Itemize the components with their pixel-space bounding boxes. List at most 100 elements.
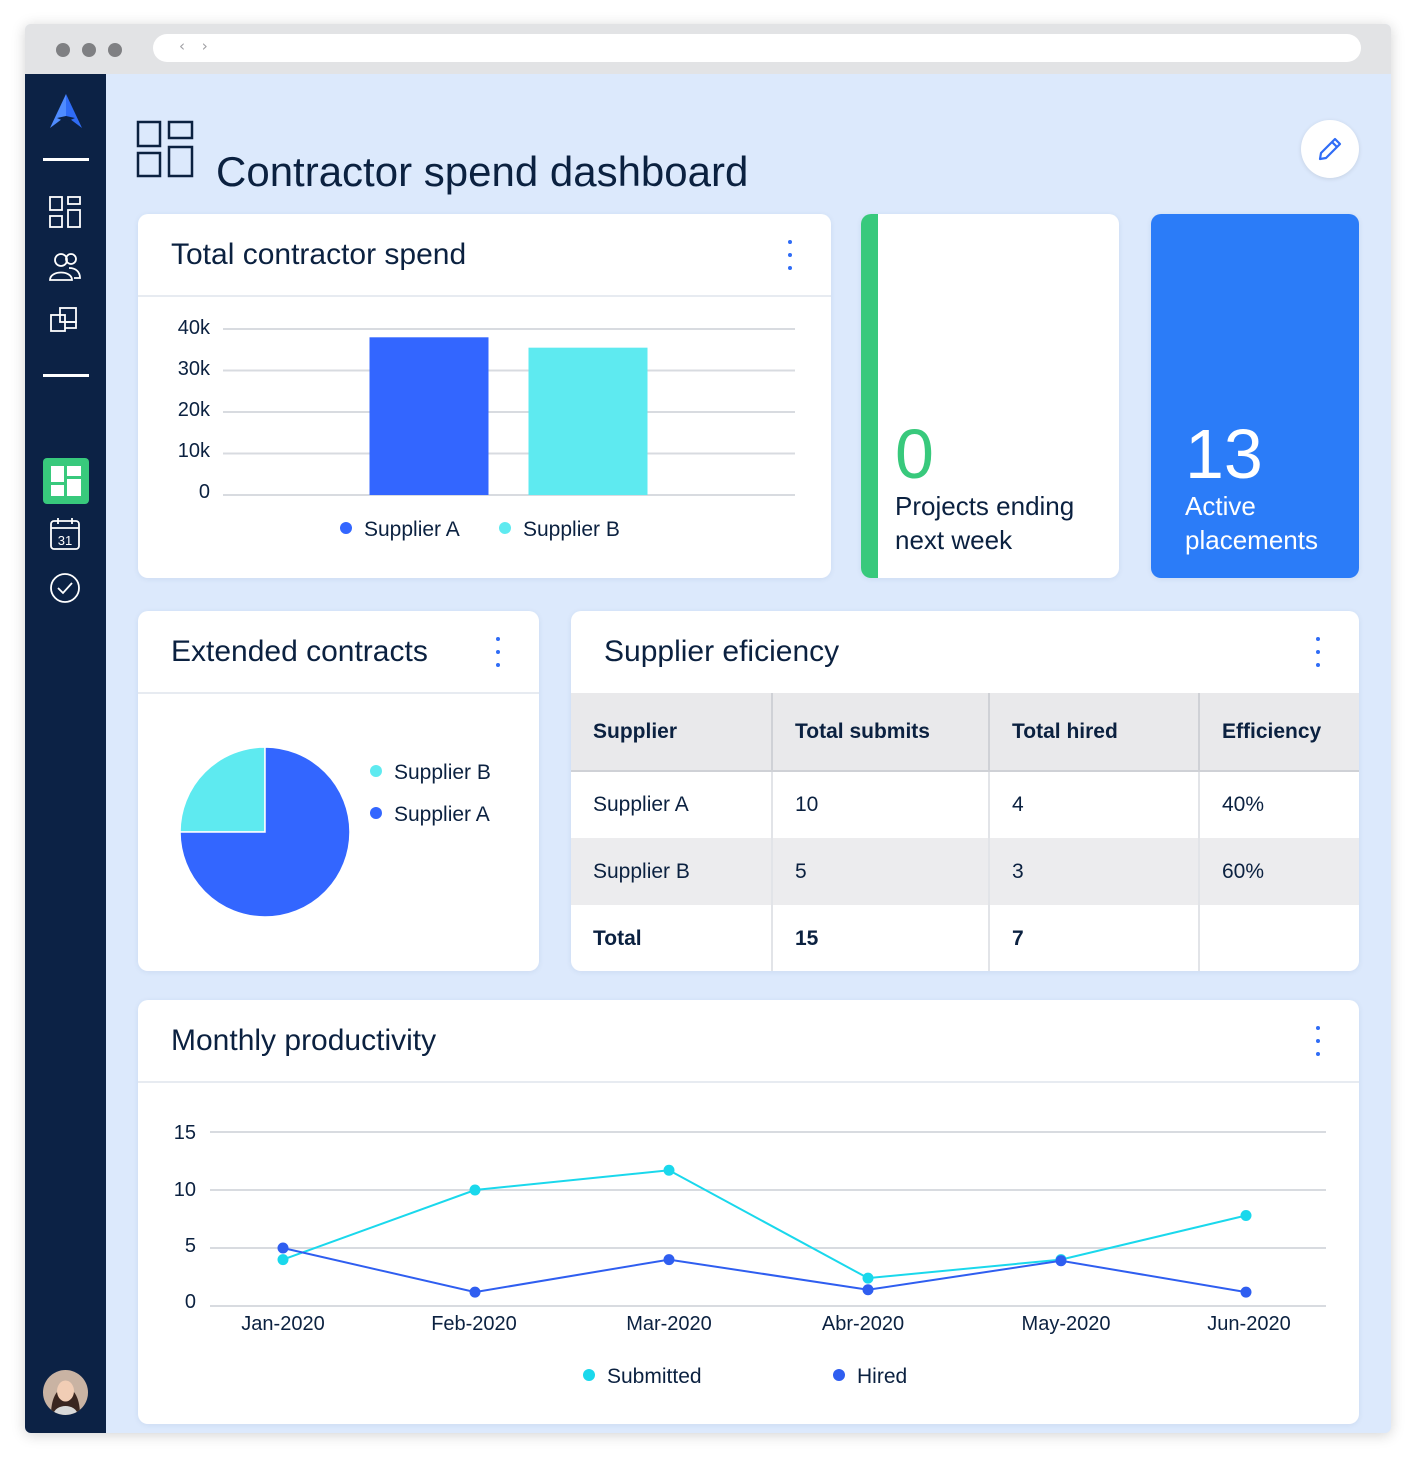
projects-ending-value: 0 [895,415,934,493]
projects-icon[interactable] [47,302,83,338]
dashboard-icon[interactable] [47,194,83,230]
x-tick-label: Jun-2020 [1207,1313,1291,1335]
extended-contracts-card: Extended contracts Supplier B Supplier A [138,611,539,971]
data-point-submitted [862,1272,874,1284]
column-header[interactable]: Efficiency [1199,693,1359,772]
data-point-hired [1055,1255,1067,1267]
legend-label: Supplier A [394,803,490,826]
dashboard-grid-glyph-icon [51,466,81,496]
legend-dot [499,522,511,535]
more-options-icon[interactable] [1311,1026,1325,1060]
more-options-icon[interactable] [783,240,797,274]
more-options-icon[interactable] [1311,637,1325,671]
check-circle-icon[interactable] [47,570,83,606]
table-cell: 15 [772,905,990,971]
dashboard-grid-icon[interactable] [43,458,89,504]
table-cell: Supplier A [571,771,773,838]
table-cell: 60% [1199,838,1359,905]
legend-dot [370,807,382,820]
brand-logo[interactable] [47,92,85,130]
projects-ending-card: 0 Projects ending next week [861,214,1119,578]
extended-contracts-pie-chart [179,746,351,918]
table-cell: 7 [989,905,1200,971]
table-header-row: Supplier Total submits Total hired Effic… [571,693,1359,772]
nav-arrows-icon[interactable]: ‹ › [179,37,214,55]
column-header[interactable]: Total submits [772,693,990,772]
browser-window: ‹ › [25,24,1391,1433]
legend-item-supplier-a: Supplier A [370,803,490,827]
series-line-submitted [282,1169,1247,1280]
card-divider [138,1081,1359,1083]
total-spend-card: Total contractor spend 40k 30k 20k 10k 0… [138,214,831,578]
window-maximize-dot[interactable] [108,43,122,57]
column-header[interactable]: Supplier [571,693,773,772]
table-row: Supplier B 5 3 60% [571,838,1359,905]
legend-item-hired: Hired [833,1365,907,1389]
legend-dot [370,765,382,778]
window-minimize-dot[interactable] [82,43,96,57]
legend-label: Supplier B [394,761,491,784]
legend-dot [833,1369,845,1382]
table-total-row: Total 15 7 [571,905,1359,971]
users-icon[interactable] [47,248,83,284]
y-tick-label: 5 [184,1235,196,1257]
table-cell: 40% [1222,793,1265,816]
avatar[interactable] [43,1370,88,1415]
legend-label: Supplier A [364,518,460,541]
table-cell: 5 [772,838,990,905]
data-point-submitted [1240,1210,1252,1222]
data-point-hired [862,1284,874,1296]
address-bar[interactable]: ‹ › [153,34,1361,62]
x-tick-label: Abr-2020 [821,1313,905,1335]
active-placements-value: 13 [1185,415,1263,493]
table-cell [1199,905,1359,971]
y-tick-label: 20k [177,399,210,421]
table-row: Supplier A 10 4 40% [571,771,1359,838]
legend-dot [340,522,352,535]
y-tick-label: 15 [173,1122,196,1144]
page-title: Contractor spend dashboard [216,148,749,195]
table-cell: Total [571,905,773,971]
bar-supplier-a [369,337,489,495]
main-content: Contractor spend dashboard Total contrac… [106,74,1391,1433]
y-tick-label: 10 [173,1179,196,1201]
active-placements-card: 13 Active placements [1151,214,1359,578]
bar-supplier-b [528,347,648,495]
data-point-hired [469,1286,481,1298]
calendar-day-label: 31 [58,533,72,548]
y-tick-label: 0 [184,1291,196,1313]
projects-ending-label-line2: next week [895,525,1013,555]
pencil-icon [1318,137,1342,161]
spend-bar-chart [223,328,795,496]
y-tick-label: 10k [177,440,210,462]
more-options-icon[interactable] [491,637,505,671]
sidebar-divider [43,374,89,377]
supplier-efficiency-table: Supplier Total submits Total hired Effic… [571,693,1359,971]
supplier-efficiency-card: Supplier eficiency Supplier Total submit… [571,611,1359,971]
column-header[interactable]: Total hired [989,693,1200,772]
card-divider [138,692,539,694]
table-cell: 3 [989,838,1200,905]
legend-item-supplier-b: Supplier B [499,518,620,542]
x-tick-label: May-2020 [1021,1313,1111,1335]
projects-ending-label-line1: Projects ending [895,491,1075,521]
calendar-icon[interactable]: 31 [47,516,83,552]
table-cell: 10 [772,771,990,838]
card-title: Total contractor spend [171,238,467,271]
legend-dot [583,1369,595,1382]
monthly-productivity-card: Monthly productivity 15 10 5 0 Jan-2020 … [138,1000,1359,1424]
data-point-hired [1240,1286,1252,1298]
card-title: Extended contracts [171,635,428,668]
sidebar: 31 [25,74,106,1433]
data-point-submitted [469,1184,481,1196]
y-tick-label: 0 [198,481,210,503]
legend-item-supplier-a: Supplier A [340,518,460,542]
monthly-productivity-line-chart [210,1131,1326,1307]
window-close-dot[interactable] [56,43,70,57]
legend-label: Hired [857,1365,908,1388]
card-title: Supplier eficiency [604,635,840,668]
table-cell: Supplier B [571,838,773,905]
browser-toolbar: ‹ › [25,24,1391,74]
edit-button[interactable] [1301,120,1359,178]
legend-label: Submitted [607,1365,702,1388]
